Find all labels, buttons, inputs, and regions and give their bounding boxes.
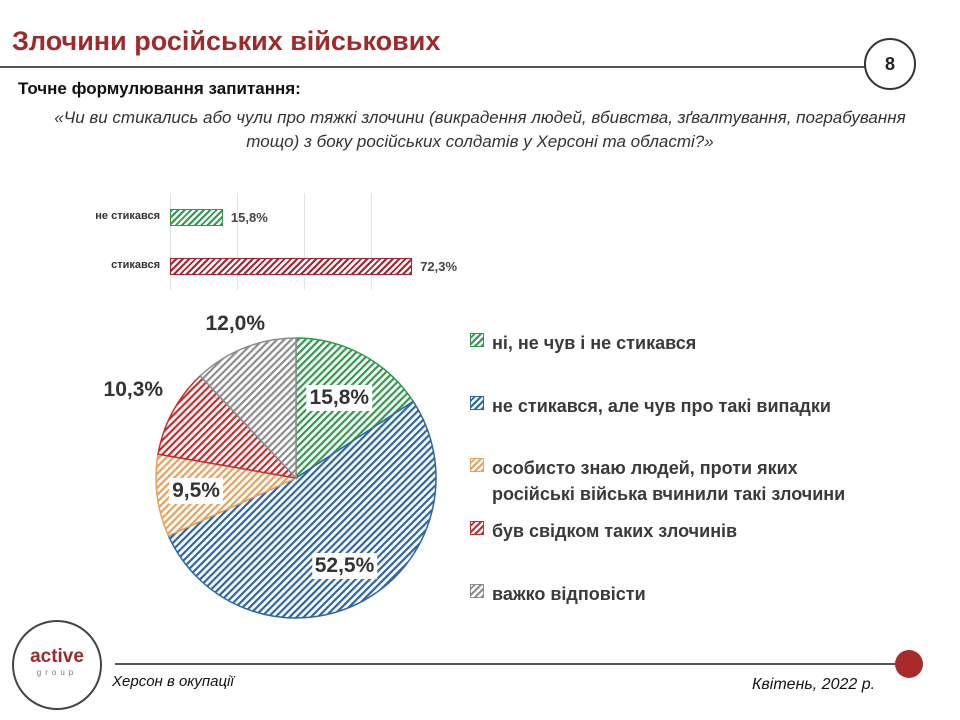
pie-value-label: 10,3% xyxy=(103,378,164,402)
legend-item: важко відповісти xyxy=(470,581,646,607)
legend-label-line: не стикався, але чув про такі випадки xyxy=(492,396,831,416)
pie-slice xyxy=(199,337,297,480)
logo xyxy=(12,620,102,710)
legend-item: особисто знаю людей, проти яких російські… xyxy=(470,455,845,507)
legend-label: особисто знаю людей, проти яких російські… xyxy=(492,455,845,507)
legend-label-line: був свідком таких злочинів xyxy=(492,521,738,541)
legend-label: ні, не чув і не стикався xyxy=(492,330,696,356)
logo-text: active xyxy=(30,646,84,667)
bar-category-label: стикався xyxy=(111,259,160,271)
legend-label: був свідком таких злочинів xyxy=(492,518,737,544)
legend-label: не стикався, але чув про такі випадки xyxy=(492,393,831,419)
footer-topic: Херсон в окупації xyxy=(112,673,234,690)
legend-swatch xyxy=(470,584,484,598)
bar-value-label: 15,8% xyxy=(230,210,268,225)
bar-value-label: 72,3% xyxy=(420,259,458,274)
bar-gridline xyxy=(237,193,238,290)
footer-divider xyxy=(115,663,905,665)
legend-item: не стикався, але чув про такі випадки xyxy=(470,393,831,419)
page-number: 8 xyxy=(884,53,895,74)
legend-swatch xyxy=(470,521,484,535)
footer-date: Квітень, 2022 р. xyxy=(752,676,876,693)
pie-slice xyxy=(155,453,299,537)
bar xyxy=(170,209,223,226)
legend-swatch xyxy=(470,458,484,472)
legend-label-line: особисто знаю людей, проти яких xyxy=(492,458,798,478)
legend-label-line: російські війська вчинили такі злочини xyxy=(492,484,846,504)
bar-gridline xyxy=(170,193,171,290)
footer-dot xyxy=(895,650,923,678)
legend-item: був свідком таких злочинів xyxy=(470,518,737,544)
bar-gridline xyxy=(371,193,372,290)
title-divider xyxy=(0,66,866,68)
page-title: Злочини російських військових xyxy=(12,26,441,56)
question-label: Точне формулювання запитання: xyxy=(18,79,301,98)
legend-swatch xyxy=(470,333,484,347)
pie-value-label: 52,5% xyxy=(311,553,378,580)
bar xyxy=(170,258,413,275)
legend-swatch xyxy=(470,396,484,410)
legend-label-line: важко відповісти xyxy=(492,584,646,604)
logo-subtext: group xyxy=(36,668,78,677)
pie-slice xyxy=(157,374,299,480)
question-text: «Чи ви стикались або чули про тяжкі злоч… xyxy=(54,108,906,151)
legend-item: ні, не чув і не стикався xyxy=(470,330,696,356)
legend-label-line: ні, не чув і не стикався xyxy=(492,333,697,353)
bar-category-label: не стикався xyxy=(95,210,160,222)
page-number-badge: 8 xyxy=(864,38,916,90)
pie-value-label: 9,5% xyxy=(169,477,223,504)
pie-value-label: 15,8% xyxy=(306,384,373,411)
legend-label: важко відповісти xyxy=(492,581,646,607)
pie-value-label: 12,0% xyxy=(205,312,266,336)
bar-gridline xyxy=(304,193,305,290)
